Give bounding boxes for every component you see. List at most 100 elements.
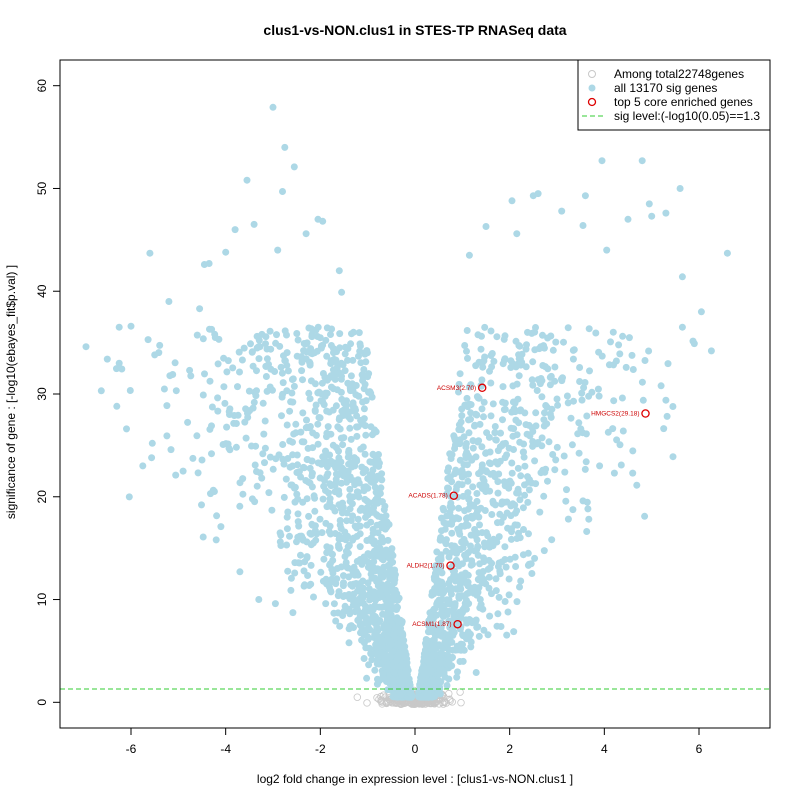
sig-point — [544, 477, 551, 485]
sig-point — [594, 385, 602, 393]
sig-point — [520, 526, 527, 533]
sig-point — [283, 541, 291, 549]
sig-point — [167, 446, 175, 454]
sig-point — [540, 416, 548, 424]
sig-point — [451, 445, 459, 452]
sig-point — [354, 488, 362, 496]
sig-point — [488, 363, 496, 371]
sig-point — [445, 464, 452, 472]
sig-point — [505, 575, 513, 583]
sig-point — [194, 469, 202, 477]
sig-point — [459, 492, 467, 500]
sig-point — [306, 395, 314, 403]
sig-point — [261, 417, 269, 425]
sig-point — [295, 468, 303, 476]
sig-point — [528, 329, 536, 337]
sig-point — [492, 436, 500, 444]
sig-point — [444, 645, 452, 653]
sig-point — [578, 396, 586, 404]
sig-point-outlier — [678, 273, 686, 281]
sig-point — [326, 499, 334, 507]
sig-point — [422, 650, 430, 658]
sig-point — [492, 575, 500, 583]
sig-point — [510, 425, 518, 433]
sig-point — [262, 373, 270, 380]
sig-point — [447, 499, 455, 507]
sig-point — [314, 440, 322, 448]
sig-point — [525, 476, 533, 484]
sig-point — [467, 409, 475, 417]
sig-point — [473, 546, 481, 554]
sig-point — [226, 411, 233, 418]
sig-point — [300, 347, 308, 355]
x-axis: -6 -4 -2 0 2 4 6 — [126, 727, 703, 756]
sig-point — [474, 438, 482, 446]
sig-point — [480, 413, 487, 421]
sig-point — [301, 558, 309, 566]
sig-point — [622, 363, 630, 371]
sig-point — [388, 545, 396, 553]
sig-point-outlier — [274, 246, 282, 254]
sig-point — [457, 611, 465, 619]
sig-point — [219, 441, 227, 448]
sig-point — [453, 673, 461, 681]
sig-point — [356, 530, 364, 538]
sig-point — [463, 327, 471, 334]
sig-point — [327, 331, 334, 338]
sig-point-outlier — [645, 200, 653, 208]
sig-point — [278, 412, 285, 420]
sig-point — [343, 509, 351, 517]
sig-point — [403, 659, 411, 667]
sig-point — [171, 359, 179, 367]
sig-point — [504, 608, 512, 616]
sig-point — [344, 564, 352, 572]
sig-point — [362, 431, 370, 439]
sig-point — [294, 559, 302, 567]
sig-point — [455, 380, 463, 388]
x-tick-label: -2 — [315, 742, 326, 756]
sig-point — [236, 502, 244, 510]
sig-point — [495, 470, 503, 478]
sig-point — [324, 458, 331, 466]
x-tick-label: -4 — [220, 742, 231, 756]
sig-point — [358, 371, 366, 379]
sig-point-outlier — [212, 536, 220, 544]
sig-point — [400, 636, 408, 644]
nonsig-point — [363, 699, 371, 707]
sig-point — [629, 366, 637, 373]
sig-point — [345, 450, 353, 458]
sig-point — [272, 339, 280, 347]
legend-label-sig: all 13170 sig genes — [614, 81, 717, 95]
sig-point — [604, 428, 612, 436]
sig-point-outlier — [690, 340, 698, 348]
sig-point — [370, 504, 378, 511]
sig-point — [462, 520, 470, 528]
sig-point — [429, 642, 437, 650]
sig-point — [516, 496, 524, 504]
sig-point — [286, 407, 294, 415]
sig-point — [335, 541, 342, 549]
sig-point — [340, 579, 347, 587]
sig-point — [540, 342, 547, 350]
nonsig-point — [438, 698, 447, 707]
sig-point — [277, 363, 285, 371]
sig-point — [123, 425, 130, 433]
sig-point — [318, 529, 326, 537]
sig-point — [455, 504, 463, 512]
sig-point — [444, 484, 451, 492]
sig-point — [377, 567, 385, 575]
sig-point — [425, 618, 433, 626]
sig-point — [424, 628, 432, 636]
sig-point — [316, 515, 324, 523]
sig-point — [543, 403, 551, 411]
sig-point — [287, 574, 295, 582]
sig-point — [438, 514, 445, 522]
sig-point — [193, 331, 201, 339]
sig-point — [258, 474, 266, 482]
sig-point — [293, 490, 301, 498]
sig-point — [307, 580, 315, 588]
sig-point — [464, 571, 472, 579]
sig-point — [528, 570, 536, 577]
sig-point — [448, 638, 456, 646]
sig-point — [582, 430, 590, 438]
